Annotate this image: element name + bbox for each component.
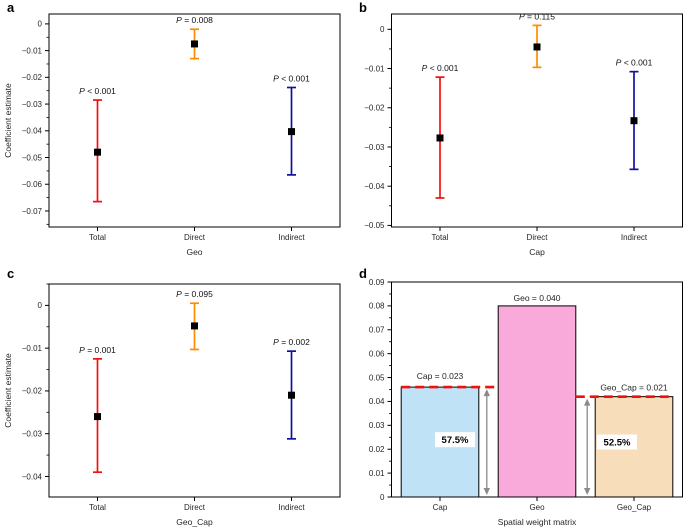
estimate-marker	[288, 128, 295, 136]
y-tick-label: −0.05	[22, 153, 43, 162]
p-value-label: P = 0.095	[176, 289, 213, 299]
range-arrow-head-bottom	[584, 488, 591, 495]
estimate-marker	[436, 134, 444, 142]
range-arrow-head-top	[483, 389, 490, 397]
y-tick-label: 0.06	[369, 349, 385, 358]
x-tick-label: Direct	[184, 503, 206, 512]
x-tick-label: Cap	[433, 503, 448, 512]
p-value-label: P = 0.001	[79, 345, 116, 355]
y-tick-label: 0.08	[369, 302, 385, 311]
y-tick-label: 0.05	[369, 373, 385, 382]
y-tick-label: 0	[380, 493, 385, 502]
x-tick-label: Total	[89, 503, 106, 512]
y-tick-label: 0.07	[369, 326, 385, 335]
panel-d: d 0 0.01 0.02 0.03 0.04 0.05 0.06 0.07 0.08 0.09 C…	[342, 266, 685, 532]
panel-a-letter: a	[7, 0, 15, 15]
p-value-label: P < 0.001	[616, 58, 653, 68]
y-tick-label: −0.03	[364, 143, 385, 152]
range-arrow-head-bottom	[483, 488, 490, 495]
y-tick-label: 0	[38, 20, 43, 29]
p-value-label: P = 0.002	[273, 337, 310, 347]
x-tick-label: Geo_Cap	[617, 503, 652, 512]
panel-d-letter: d	[359, 266, 367, 281]
y-tick-label: −0.01	[22, 344, 43, 353]
estimate-marker	[94, 148, 101, 156]
x-tick-label: Direct	[184, 233, 206, 242]
y-tick-label: −0.03	[22, 429, 43, 438]
panel-b: b 0 −0.01 −0.02 −0.03 −0.04 −0.05 Total Direct I…	[342, 0, 685, 266]
bar-value-label: Cap = 0.023	[417, 371, 464, 381]
panel-c-letter: c	[7, 266, 15, 281]
p-value-label: P < 0.001	[422, 63, 459, 73]
x-tick-label: Indirect	[278, 503, 305, 512]
y-tick-label: −0.02	[364, 104, 385, 113]
y-tick-label: 0.02	[369, 445, 385, 454]
y-tick-label: −0.03	[22, 100, 43, 109]
pct-label: 52.5%	[604, 437, 631, 448]
y-tick-label: −0.02	[22, 73, 43, 82]
y-tick-label: −0.06	[22, 180, 43, 189]
y-tick-label: 0	[380, 25, 385, 34]
y-tick-label: −0.07	[22, 207, 43, 216]
chart-b-errorbar-cap: 0 −0.01 −0.02 −0.03 −0.04 −0.05 Total Direct Ind…	[364, 11, 683, 257]
y-tick-label: 0.04	[369, 397, 385, 406]
x-tick-label: Geo	[529, 503, 545, 512]
panel-b-letter: b	[359, 0, 367, 15]
range-arrow-head-top	[584, 398, 591, 406]
p-value-label: P = 0.008	[176, 15, 213, 25]
y-tick-label: 0.03	[369, 421, 385, 430]
y-tick-label: −0.05	[364, 221, 385, 230]
chart-c-errorbar-geo-cap: 0 −0.01 −0.02 −0.03 −0.04 Total Direct Indirect…	[3, 283, 341, 527]
y-tick-label: −0.02	[22, 387, 43, 396]
pct-label-bg	[435, 432, 475, 448]
x-tick-label: Direct	[527, 233, 549, 242]
estimate-marker	[191, 40, 198, 48]
estimate-marker	[191, 322, 198, 330]
pct-label: 57.5%	[442, 435, 469, 446]
x-axis-title: Cap	[529, 247, 545, 257]
y-tick-label: 0.09	[369, 278, 385, 287]
p-value-label: P = 0.115	[519, 11, 555, 21]
chart-a-errorbar-geo: 0 −0.01 −0.02 −0.03 −0.04 −0.05 −0.06 −0.07 Tota…	[3, 13, 341, 257]
x-tick-label: Total	[89, 233, 106, 242]
bar-geo	[497, 305, 577, 498]
x-tick-label: Indirect	[278, 233, 305, 242]
x-axis-title: Geo_Cap	[176, 517, 213, 527]
pct-label-bg	[597, 434, 637, 450]
estimate-marker	[630, 117, 638, 125]
y-tick-label: −0.04	[364, 182, 385, 191]
x-tick-label: Indirect	[621, 233, 648, 242]
x-axis-title: Geo	[186, 247, 202, 257]
chart-d-bar-spatial-weight-matrix: 0 0.01 0.02 0.03 0.04 0.05 0.06 0.07 0.08 0.09 Cap…	[369, 278, 683, 527]
bar-value-label: Geo = 0.040	[513, 293, 560, 303]
x-tick-label: Total	[432, 233, 449, 242]
x-axis-title: Spatial weight matrix	[498, 517, 577, 527]
p-value-label: P < 0.001	[79, 86, 116, 96]
estimate-marker	[288, 391, 295, 399]
y-tick-label: −0.01	[364, 64, 385, 73]
y-tick-label: −0.01	[22, 46, 43, 55]
panel-c: c 0 −0.01 −0.02 −0.03 −0.04 Total Direct Indire…	[0, 266, 342, 532]
estimate-marker	[533, 43, 541, 51]
bar-value-label: Geo_Cap = 0.021	[600, 383, 668, 393]
y-axis-title: Coefficient estimate	[3, 83, 13, 158]
y-axis-title: Coefficient estimate	[3, 353, 13, 428]
p-value-label: P < 0.001	[273, 73, 310, 83]
y-tick-label: 0	[38, 301, 43, 310]
panel-a: a 0 −0.01 −0.02 −0.03 −0.04 −0.05 −0.06 −0.07 To…	[0, 0, 342, 266]
estimate-marker	[94, 413, 101, 421]
y-tick-label: 0.01	[369, 469, 385, 478]
y-tick-label: −0.04	[22, 472, 43, 481]
y-tick-label: −0.04	[22, 127, 43, 136]
